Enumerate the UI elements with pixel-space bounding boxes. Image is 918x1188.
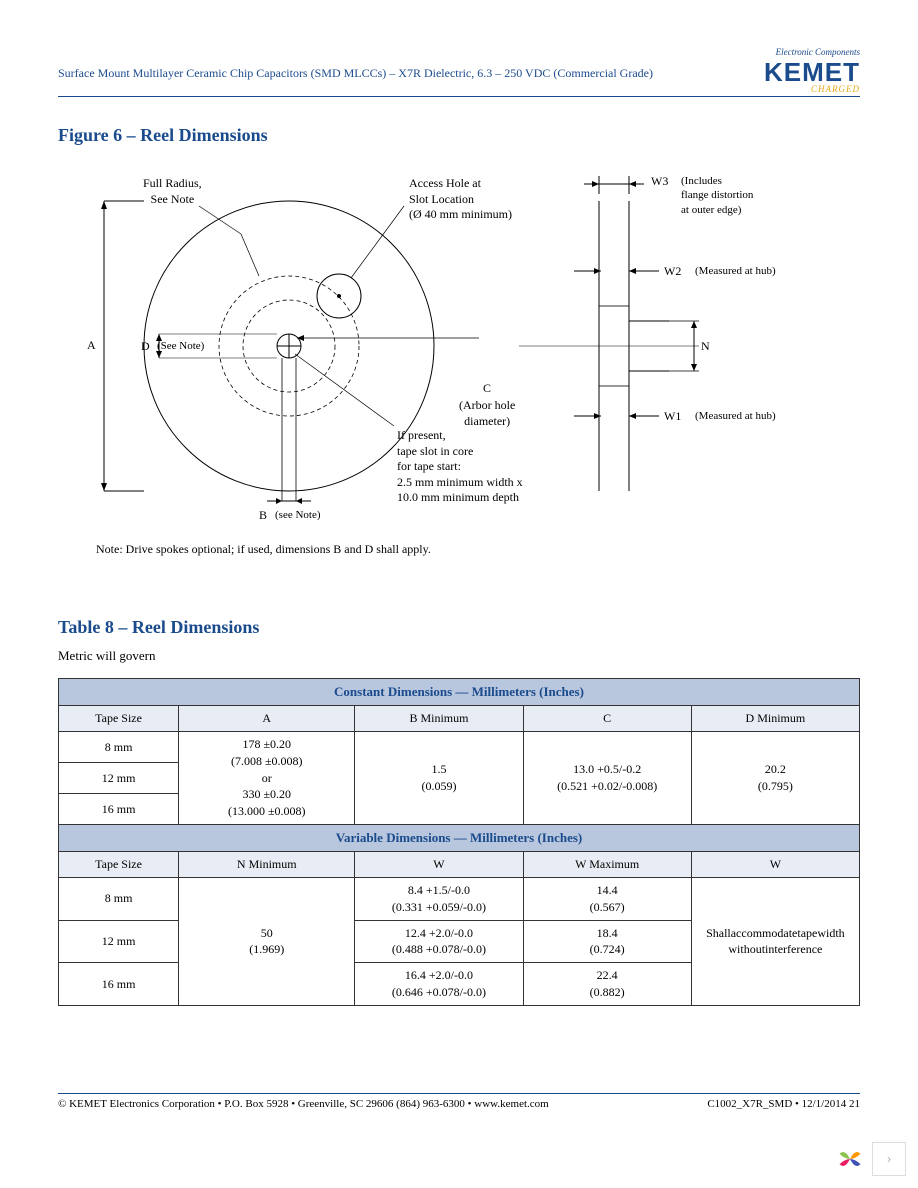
col-a: A	[179, 706, 355, 732]
label-arbor: (Arbor hole diameter)	[459, 398, 515, 429]
col2-tape-size: Tape Size	[59, 852, 179, 878]
col-tape-size: Tape Size	[59, 706, 179, 732]
col-b: B Minimum	[355, 706, 523, 732]
figure-note: Note: Drive spokes optional; if used, di…	[96, 542, 860, 557]
corner-widget: ›	[836, 1142, 906, 1176]
cell-wnote: Shallaccommodatetapewidth withoutinterfe…	[691, 877, 859, 1005]
cell-wmax-12: 18.4 (0.724)	[523, 920, 691, 963]
table-title: Table 8 – Reel Dimensions	[58, 617, 860, 638]
page-footer: © KEMET Electronics Corporation • P.O. B…	[58, 1093, 860, 1110]
label-dim-d: D	[141, 339, 150, 355]
col2-wnote: W	[691, 852, 859, 878]
cell-tape-12: 12 mm	[59, 762, 179, 793]
footer-left: © KEMET Electronics Corporation • P.O. B…	[58, 1098, 549, 1110]
col2-wmax: W Maximum	[523, 852, 691, 878]
label-w2-note: (Measured at hub)	[695, 264, 776, 278]
cell-w-16: 16.4 +2.0/-0.0 (0.646 +0.078/-0.0)	[355, 963, 523, 1006]
logo-text: KEMET	[764, 59, 860, 85]
label-b-note: (see Note)	[275, 508, 321, 522]
table-section-constant: Constant Dimensions — Millimeters (Inche…	[59, 679, 860, 706]
kemet-logo: Electronic Components KEMET CHARGED	[764, 48, 860, 94]
chevron-right-icon: ›	[886, 1150, 891, 1168]
col-d: D Minimum	[691, 706, 859, 732]
col-c: C	[523, 706, 691, 732]
cell2-tape-16: 16 mm	[59, 963, 179, 1006]
label-dim-c: C	[483, 381, 491, 397]
cell-b: 1.5 (0.059)	[355, 731, 523, 824]
label-w3-note: (Includes flange distortion at outer edg…	[681, 174, 753, 217]
label-dim-b: B	[259, 508, 267, 524]
label-tape-slot: If present, tape slot in core for tape s…	[397, 428, 523, 506]
cell-a: 178 ±0.20 (7.008 ±0.008) or 330 ±0.20 (1…	[179, 731, 355, 824]
next-page-button[interactable]: ›	[872, 1142, 906, 1176]
col2-n: N Minimum	[179, 852, 355, 878]
figure-title: Figure 6 – Reel Dimensions	[58, 125, 860, 146]
label-d-note: (See Note)	[157, 339, 204, 353]
cell-tape-8: 8 mm	[59, 731, 179, 762]
cell-n: 50 (1.969)	[179, 877, 355, 1005]
leaf-icon	[836, 1145, 864, 1173]
label-access-hole: Access Hole at Slot Location (Ø 40 mm mi…	[409, 176, 512, 223]
table-section-variable: Variable Dimensions — Millimeters (Inche…	[59, 824, 860, 851]
reel-dimensions-table: Constant Dimensions — Millimeters (Inche…	[58, 678, 860, 1006]
label-dim-a: A	[87, 338, 96, 354]
col2-w: W	[355, 852, 523, 878]
footer-right: C1002_X7R_SMD • 12/1/2014 21	[707, 1098, 860, 1110]
label-dim-w1: W1	[664, 409, 681, 425]
label-dim-w3: W3	[651, 174, 668, 190]
cell-tape-16: 16 mm	[59, 793, 179, 824]
cell-c: 13.0 +0.5/-0.2 (0.521 +0.02/-0.008)	[523, 731, 691, 824]
label-w1-note: (Measured at hub)	[695, 409, 776, 423]
cell2-tape-8: 8 mm	[59, 877, 179, 920]
table-subnote: Metric will govern	[58, 648, 860, 664]
header-title: Surface Mount Multilayer Ceramic Chip Ca…	[58, 48, 653, 81]
cell-d: 20.2 (0.795)	[691, 731, 859, 824]
cell-w-8: 8.4 +1.5/-0.0 (0.331 +0.059/-0.0)	[355, 877, 523, 920]
cell-wmax-8: 14.4 (0.567)	[523, 877, 691, 920]
cell2-tape-12: 12 mm	[59, 920, 179, 963]
reel-diagram: Full Radius, See Note Access Hole at Slo…	[59, 156, 859, 536]
label-full-radius: Full Radius, See Note	[143, 176, 202, 207]
logo-tagline-top: Electronic Components	[764, 48, 860, 57]
cell-wmax-16: 22.4 (0.882)	[523, 963, 691, 1006]
page-header: Surface Mount Multilayer Ceramic Chip Ca…	[58, 48, 860, 97]
label-dim-w2: W2	[664, 264, 681, 280]
cell-w-12: 12.4 +2.0/-0.0 (0.488 +0.078/-0.0)	[355, 920, 523, 963]
label-dim-n: N	[701, 339, 710, 355]
